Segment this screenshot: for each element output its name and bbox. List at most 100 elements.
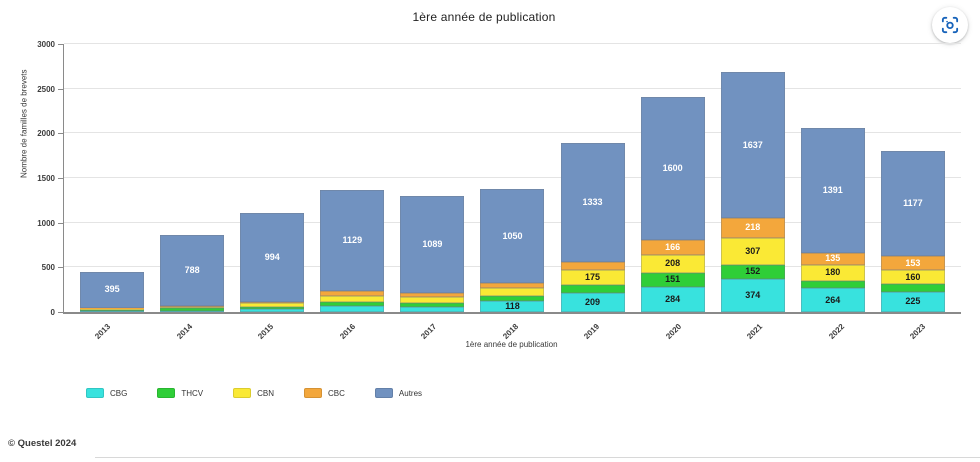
segment-value-label: 374	[745, 289, 761, 300]
bar-segment-cbc-2017[interactable]	[400, 293, 465, 298]
segment-value-label: 264	[825, 294, 841, 305]
bar-segment-autres-2017[interactable]: 1089	[400, 195, 465, 294]
bar-segment-cbg-2014[interactable]	[160, 310, 225, 312]
segment-value-label: 175	[585, 272, 601, 282]
bar-segment-cbn-2019[interactable]: 175	[560, 269, 625, 286]
bar-segment-cbc-2013[interactable]	[80, 307, 145, 309]
bar-segment-cbg-2020[interactable]: 284	[640, 286, 705, 312]
bar-segment-cbn-2016[interactable]	[320, 296, 385, 302]
bar-segment-cbg-2019[interactable]: 209	[560, 293, 625, 312]
bar-segment-cbc-2015[interactable]	[240, 301, 305, 303]
bar-segment-autres-2019[interactable]: 1333	[560, 143, 625, 263]
bar-segment-autres-2015[interactable]: 994	[240, 213, 305, 302]
legend-item-cbn[interactable]: CBN	[233, 388, 274, 398]
legend-swatch-cbn	[233, 388, 252, 398]
bar-segment-cbg-2021[interactable]: 374	[720, 278, 785, 312]
bar-segment-cbn-2022[interactable]: 180	[800, 264, 865, 281]
bar-2018: 118 1050	[480, 189, 545, 312]
bar-segment-autres-2021[interactable]: 1637	[720, 71, 785, 219]
y-tick-label: 500	[41, 263, 55, 273]
bar-segment-thcv-2016[interactable]	[320, 302, 385, 307]
bar-segment-cbg-2013[interactable]	[80, 311, 145, 312]
segment-value-label: 180	[825, 267, 841, 278]
bar-segment-cbn-2023[interactable]: 160	[880, 270, 945, 285]
segment-value-label: 788	[184, 265, 200, 276]
x-tick-label-2015: 2015	[256, 322, 276, 341]
bar-segment-thcv-2020[interactable]: 151	[640, 273, 705, 287]
y-tick-label: 2500	[37, 84, 55, 94]
bar-segment-cbc-2021[interactable]: 218	[720, 218, 785, 238]
segment-value-label: 1600	[662, 162, 683, 173]
bar-segment-cbn-2014[interactable]	[160, 306, 225, 309]
bar-segment-cbn-2021[interactable]: 307	[720, 237, 785, 266]
bar-segment-autres-2023[interactable]: 1177	[880, 151, 945, 257]
bar-segment-cbg-2022[interactable]: 264	[800, 288, 865, 312]
bar-segment-cbc-2020[interactable]: 166	[640, 239, 705, 255]
segment-value-label: 153	[905, 257, 921, 268]
bar-segment-thcv-2017[interactable]	[400, 302, 465, 307]
bar-segment-autres-2013[interactable]: 395	[80, 272, 145, 308]
x-tick-label-2019: 2019	[582, 322, 602, 341]
bar-segment-cbg-2017[interactable]	[400, 306, 465, 312]
y-tick-label: 2000	[37, 129, 55, 139]
segment-value-label: 1089	[422, 239, 443, 250]
legend-item-thcv[interactable]: THCV	[157, 388, 203, 398]
bar-segment-cbc-2023[interactable]: 153	[880, 256, 945, 271]
bars-layer: 395 788 994 1129 1089 118 1050 209 175 1333 284 151…	[64, 44, 961, 312]
bar-segment-autres-2014[interactable]: 788	[160, 235, 225, 306]
segment-value-label: 209	[585, 297, 601, 308]
bar-segment-cbc-2018[interactable]	[480, 282, 545, 288]
bar-segment-cbn-2020[interactable]: 208	[640, 254, 705, 274]
y-tick-mark	[58, 44, 63, 45]
bar-segment-thcv-2021[interactable]: 152	[720, 265, 785, 279]
bar-segment-thcv-2015[interactable]	[240, 306, 305, 310]
bar-segment-autres-2022[interactable]: 1391	[800, 128, 865, 253]
bar-segment-thcv-2023[interactable]	[880, 284, 945, 292]
segment-value-label: 1637	[742, 139, 763, 150]
bar-segment-cbg-2018[interactable]: 118	[480, 301, 545, 312]
segment-value-label: 152	[745, 266, 761, 277]
bar-segment-cbg-2016[interactable]	[320, 306, 385, 312]
bar-segment-autres-2020[interactable]: 1600	[640, 96, 705, 240]
segment-value-label: 284	[665, 293, 681, 304]
legend-item-cbc[interactable]: CBC	[304, 388, 345, 398]
bar-segment-cbc-2016[interactable]	[320, 291, 385, 297]
legend-label: CBN	[257, 388, 275, 398]
bar-segment-cbn-2015[interactable]	[240, 302, 305, 307]
segment-value-label: 1050	[502, 230, 523, 241]
bar-segment-cbc-2019[interactable]	[560, 262, 625, 270]
bar-2016: 1129	[320, 190, 385, 312]
segment-value-label: 994	[264, 251, 280, 262]
bar-segment-cbg-2023[interactable]: 225	[880, 291, 945, 312]
bar-segment-cbg-2015[interactable]	[240, 309, 305, 312]
segment-value-label: 1391	[822, 184, 843, 195]
bar-segment-thcv-2018[interactable]	[480, 296, 545, 302]
bar-segment-autres-2018[interactable]: 1050	[480, 189, 545, 283]
segment-value-label: 218	[745, 222, 761, 233]
gridline	[64, 43, 961, 44]
x-tick-label-2018: 2018	[500, 322, 520, 341]
legend-swatch-autres	[374, 388, 393, 398]
bar-segment-thcv-2019[interactable]	[560, 285, 625, 294]
bar-segment-thcv-2022[interactable]	[800, 280, 865, 289]
segment-value-label: 307	[745, 245, 761, 256]
legend-label: CBC	[328, 388, 345, 398]
legend-item-autres[interactable]: Autres	[374, 388, 422, 398]
bar-segment-thcv-2014[interactable]	[160, 308, 225, 311]
chart-title: 1ère année de publication	[412, 10, 556, 24]
bar-2015: 994	[240, 213, 305, 312]
visual-search-button[interactable]	[932, 7, 968, 43]
bar-segment-cbc-2014[interactable]	[160, 305, 225, 307]
bar-segment-cbc-2022[interactable]: 135	[800, 252, 865, 265]
legend-item-cbg[interactable]: CBG	[86, 388, 127, 398]
x-tick-label-2021: 2021	[745, 322, 765, 341]
bar-segment-cbn-2018[interactable]	[480, 287, 545, 297]
bar-segment-cbn-2017[interactable]	[400, 297, 465, 303]
bar-segment-autres-2016[interactable]: 1129	[320, 190, 385, 292]
segment-value-label: 395	[104, 284, 120, 295]
legend-swatch-thcv	[157, 388, 176, 398]
segment-value-label: 1177	[903, 198, 923, 209]
bar-segment-cbn-2013[interactable]	[80, 308, 145, 310]
segment-value-label: 151	[665, 274, 681, 285]
bar-segment-thcv-2013[interactable]	[80, 309, 145, 312]
